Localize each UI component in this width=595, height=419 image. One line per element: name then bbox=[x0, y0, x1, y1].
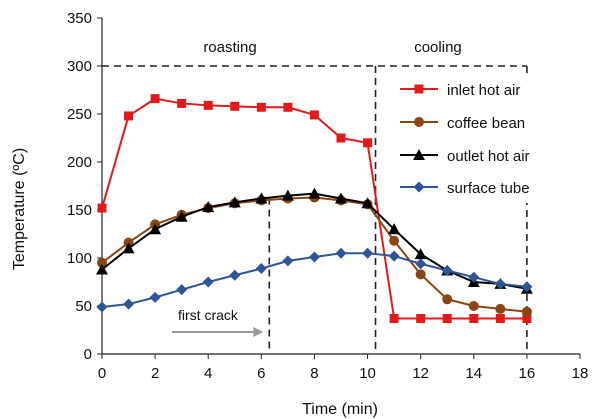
data-point bbox=[468, 271, 480, 283]
y-tick-label: 150 bbox=[67, 202, 92, 219]
data-point bbox=[363, 138, 373, 148]
data-point bbox=[389, 313, 399, 323]
data-point bbox=[202, 276, 214, 288]
phase-label-cooling: cooling bbox=[414, 39, 462, 56]
data-point bbox=[495, 313, 505, 323]
data-point bbox=[96, 301, 108, 313]
legend-swatch-marker bbox=[414, 117, 424, 127]
data-point bbox=[442, 294, 453, 305]
data-point bbox=[175, 210, 188, 222]
data-point bbox=[283, 102, 293, 112]
x-tick-label: 18 bbox=[572, 365, 589, 382]
y-tick-label: 300 bbox=[67, 58, 92, 75]
legend-swatch bbox=[400, 84, 438, 94]
legend-swatch-marker bbox=[413, 181, 425, 193]
data-point bbox=[228, 196, 241, 208]
legend-label-inlet: inlet hot air bbox=[447, 82, 520, 99]
data-point bbox=[256, 102, 266, 112]
axes: 0 2 4 6 8 10 12 14 16 18 0 50 100 150 200 250 300 350 bbox=[67, 10, 588, 382]
data-point bbox=[416, 313, 426, 323]
data-point bbox=[255, 263, 267, 275]
series-surface-tube bbox=[96, 247, 533, 313]
x-tick-label: 12 bbox=[412, 365, 429, 382]
series-outlet-hot-air bbox=[96, 187, 533, 294]
legend-label-surface: surface tube bbox=[447, 180, 530, 197]
x-tick-label: 16 bbox=[519, 365, 536, 382]
data-point bbox=[494, 278, 506, 290]
data-point bbox=[282, 255, 294, 267]
legend-swatch bbox=[400, 181, 438, 193]
data-point bbox=[521, 306, 532, 317]
y-tick-label: 350 bbox=[67, 10, 92, 27]
data-point bbox=[255, 192, 268, 204]
first-crack-label: first crack bbox=[178, 307, 239, 323]
data-point bbox=[309, 110, 319, 120]
data-point bbox=[468, 301, 479, 311]
x-tick-label: 0 bbox=[98, 365, 106, 382]
data-point bbox=[469, 313, 479, 323]
x-tick-label: 8 bbox=[310, 365, 318, 382]
legend-label-outlet: outlet hot air bbox=[447, 148, 530, 165]
data-point bbox=[281, 189, 294, 201]
legend-swatch bbox=[400, 117, 438, 127]
data-point bbox=[522, 313, 532, 323]
data-point bbox=[414, 248, 427, 260]
data-point bbox=[123, 298, 135, 310]
legend-label-coffee: coffee bean bbox=[447, 115, 525, 132]
data-point bbox=[388, 223, 401, 235]
x-tick-label: 6 bbox=[257, 365, 265, 382]
data-point bbox=[308, 251, 320, 263]
data-point bbox=[495, 303, 506, 314]
data-point bbox=[361, 197, 374, 209]
x-tick-label: 14 bbox=[465, 365, 482, 382]
data-point bbox=[97, 257, 107, 268]
data-point bbox=[308, 187, 321, 199]
legend-swatch-marker bbox=[414, 84, 424, 94]
data-point bbox=[230, 101, 240, 111]
x-tick-label: 10 bbox=[359, 365, 376, 382]
data-point bbox=[362, 247, 374, 259]
x-axis-title: Time (min) bbox=[302, 401, 378, 418]
data-point bbox=[441, 264, 453, 276]
data-point bbox=[389, 235, 400, 246]
legend: inlet hot air coffee bean outlet hot air… bbox=[390, 76, 564, 203]
data-point bbox=[150, 94, 160, 104]
y-tick-label: 50 bbox=[75, 298, 92, 315]
data-point bbox=[124, 111, 134, 121]
y-tick-label: 250 bbox=[67, 106, 92, 123]
data-point bbox=[229, 269, 241, 281]
data-point bbox=[176, 284, 188, 296]
y-tick-label: 200 bbox=[67, 154, 92, 171]
data-point bbox=[203, 100, 213, 110]
data-point bbox=[415, 269, 426, 280]
data-point bbox=[335, 247, 347, 259]
phase-label-roasting: roasting bbox=[203, 39, 256, 56]
series-layer bbox=[96, 94, 533, 323]
data-point bbox=[149, 223, 162, 235]
legend-swatch bbox=[400, 149, 438, 160]
first-crack-arrow-head bbox=[253, 327, 264, 337]
data-point bbox=[521, 281, 533, 293]
data-point bbox=[202, 201, 215, 213]
data-point bbox=[415, 258, 427, 270]
y-tick-label: 100 bbox=[67, 250, 92, 267]
data-point bbox=[335, 192, 347, 204]
data-point bbox=[177, 98, 187, 108]
x-tick-label: 2 bbox=[151, 365, 159, 382]
data-point bbox=[442, 313, 452, 323]
data-point bbox=[97, 203, 107, 213]
legend-swatch-marker bbox=[413, 149, 425, 160]
data-point bbox=[96, 263, 108, 275]
y-axis-title: Temperature (ºC) bbox=[11, 148, 28, 270]
data-point bbox=[149, 291, 161, 303]
data-point bbox=[122, 242, 135, 254]
series-inlet-hot-air bbox=[97, 94, 532, 323]
y-tick-label: 0 bbox=[84, 346, 92, 363]
data-point bbox=[336, 133, 346, 143]
data-point bbox=[388, 250, 400, 262]
x-tick-label: 4 bbox=[204, 365, 212, 382]
